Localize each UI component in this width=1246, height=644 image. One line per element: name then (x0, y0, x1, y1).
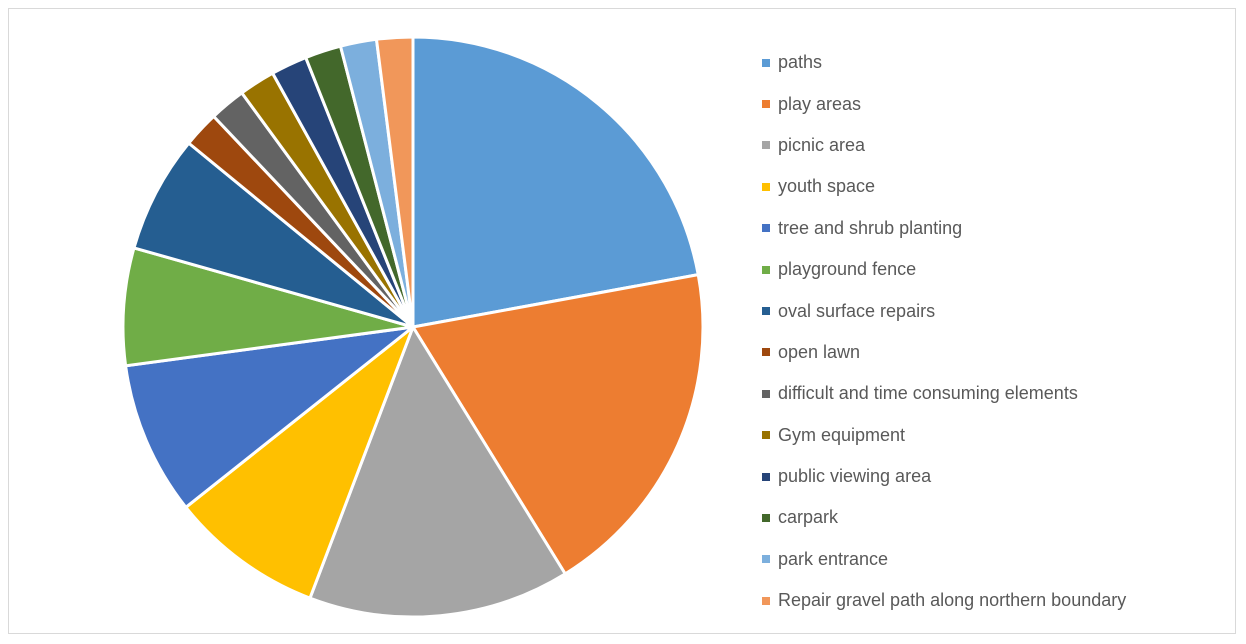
pie-slice (121, 246, 415, 368)
legend-label: park entrance (778, 548, 889, 569)
legend-swatch (762, 100, 770, 109)
legend-item: park entrance (762, 539, 1126, 580)
chart-legend: paths play areas picnic area youth space tre… (762, 42, 1126, 621)
legend-swatch (762, 58, 770, 67)
legend-item: Gym equipment (762, 415, 1126, 456)
legend-swatch (762, 513, 770, 522)
legend-item: paths (762, 42, 1126, 83)
legend-swatch (762, 472, 770, 481)
legend-label: play areas (778, 93, 862, 114)
legend-swatch (762, 224, 770, 233)
pie-slices (121, 35, 705, 619)
legend-item: picnic area (762, 125, 1126, 166)
legend-label: carpark (778, 507, 839, 528)
legend-item: Repair gravel path along northern bounda… (762, 580, 1126, 621)
legend-label: difficult and time consuming elements (778, 383, 1078, 404)
pie-slice (184, 325, 415, 600)
legend-label: tree and shrub planting (778, 217, 963, 238)
legend-label: oval surface repairs (778, 300, 936, 321)
legend-label: picnic area (778, 134, 866, 155)
legend-swatch (762, 596, 770, 605)
legend-item: oval surface repairs (762, 290, 1126, 331)
legend-item: play areas (762, 83, 1126, 124)
legend-item: open lawn (762, 332, 1126, 373)
legend-label: playground fence (778, 259, 917, 280)
legend-item: public viewing area (762, 456, 1126, 497)
legend-swatch (762, 265, 770, 274)
legend-label: Repair gravel path along northern bounda… (778, 590, 1127, 611)
legend-item: playground fence (762, 249, 1126, 290)
legend-label: Gym equipment (778, 424, 906, 445)
legend-item: youth space (762, 166, 1126, 207)
pie-slice (411, 273, 705, 576)
pie-slice (132, 141, 415, 329)
legend-swatch (762, 555, 770, 564)
legend-label: youth space (778, 176, 876, 197)
legend-swatch (762, 431, 770, 440)
legend-swatch (762, 307, 770, 316)
pie-slice (124, 325, 415, 509)
legend-swatch (762, 182, 770, 191)
pie-slice (411, 35, 700, 329)
pie-slice (308, 325, 567, 619)
legend-item: carpark (762, 497, 1126, 538)
legend-item: difficult and time consuming elements (762, 373, 1126, 414)
legend-label: open lawn (778, 341, 861, 362)
pie-slice (374, 35, 415, 329)
legend-swatch (762, 389, 770, 398)
legend-label: public viewing area (778, 466, 932, 487)
legend-swatch (762, 348, 770, 357)
legend-item: tree and shrub planting (762, 208, 1126, 249)
legend-label: paths (778, 52, 823, 73)
legend-swatch (762, 141, 770, 150)
